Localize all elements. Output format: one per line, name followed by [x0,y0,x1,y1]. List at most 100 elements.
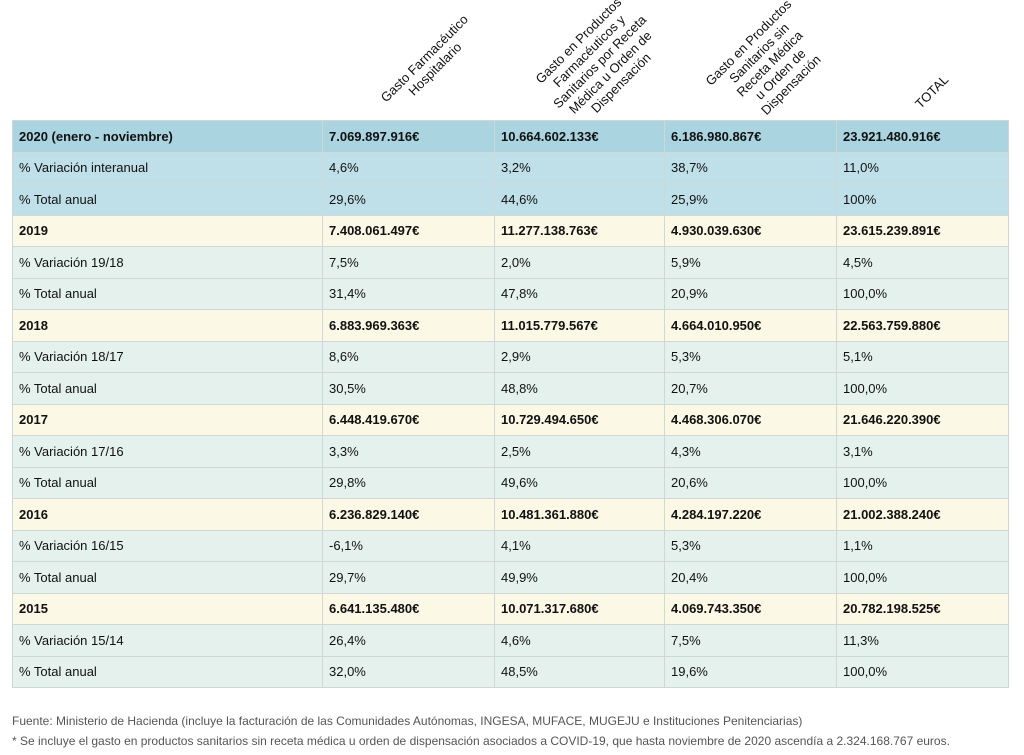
table-cell: 5,3% [664,340,837,373]
table-cell: % Variación 18/17 [12,340,323,373]
table-cell: % Total anual [12,561,323,594]
table-cell: 6.186.980.867€ [664,120,837,153]
table-cell: 31,4% [322,277,495,310]
table-row: 2019 7.408.061.497€ 11.277.138.763€ 4.930.0… [12,214,1009,247]
table-cell: 49,9% [494,561,665,594]
table-cell: 44,6% [494,183,665,216]
table-cell: 23.921.480.916€ [836,120,1009,153]
table-cell: 20.782.198.525€ [836,592,1009,625]
table-cell: 20,6% [664,466,837,499]
table-cell: 29,8% [322,466,495,499]
table-cell: 10.729.494.650€ [494,403,665,436]
table-cell: 26,4% [322,624,495,657]
table-cell: 21.646.220.390€ [836,403,1009,436]
table-cell: 7,5% [664,624,837,657]
table-cell: 4,5% [836,246,1009,279]
table-cell: 48,5% [494,655,665,688]
table-cell: 4,6% [322,151,495,184]
footnote: Fuente: Ministerio de Hacienda (incluye … [12,714,803,728]
header-line: Gasto Farmacéutico [378,12,471,105]
table-cell: 20,9% [664,277,837,310]
table-cell: 21.002.388.240€ [836,498,1009,531]
table-cell: 11,3% [836,624,1009,657]
table-row: % Total anual 29,7% 49,9% 20,4% 100,0% [12,561,1009,594]
table-row: % Variación 17/16 3,3% 2,5% 4,3% 3,1% [12,435,1009,468]
table-cell: 3,1% [836,435,1009,468]
data-table: 2020 (enero - noviembre) 7.069.897.916€ 10… [12,120,1009,688]
table-cell: 5,9% [664,246,837,279]
table-cell: 7,5% [322,246,495,279]
table-cell: 1,1% [836,529,1009,562]
table-cell: 11.015.779.567€ [494,309,665,342]
table-row: % Total anual 29,8% 49,6% 20,6% 100,0% [12,466,1009,499]
table-row: % Variación 15/14 26,4% 4,6% 7,5% 11,3% [12,624,1009,657]
table-cell: % Variación 19/18 [12,246,323,279]
table-row: 2018 6.883.969.363€ 11.015.779.567€ 4.664.0… [12,309,1009,342]
table-cell: 6.448.419.670€ [322,403,495,436]
table-cell: 100,0% [836,277,1009,310]
table-row: % Total anual 30,5% 48,8% 20,7% 100,0% [12,372,1009,405]
table-row: % Total anual 29,6% 44,6% 25,9% 100% [12,183,1009,216]
table-cell: 25,9% [664,183,837,216]
table-cell: 22.563.759.880€ [836,309,1009,342]
table-cell: 2,5% [494,435,665,468]
table-cell: 4.284.197.220€ [664,498,837,531]
table-row: % Total anual 31,4% 47,8% 20,9% 100,0% [12,277,1009,310]
table-cell: 8,6% [322,340,495,373]
table-row: 2020 (enero - noviembre) 7.069.897.916€ 10… [12,120,1009,153]
table-cell: 20,7% [664,372,837,405]
table-cell: 2020 (enero - noviembre) [12,120,323,153]
table-row: 2017 6.448.419.670€ 10.729.494.650€ 4.468.3… [12,403,1009,436]
table-cell: 3,3% [322,435,495,468]
table-cell: % Total anual [12,372,323,405]
table-cell: 10.071.317.680€ [494,592,665,625]
table-cell: 4,3% [664,435,837,468]
table-cell: 100% [836,183,1009,216]
table-cell: 6.641.135.480€ [322,592,495,625]
table-cell: 5,1% [836,340,1009,373]
table-cell: 100,0% [836,561,1009,594]
table-row: 2016 6.236.829.140€ 10.481.361.880€ 4.284.1… [12,498,1009,531]
table-cell: 6.883.969.363€ [322,309,495,342]
table-cell: 4.069.743.350€ [664,592,837,625]
table-cell: 11,0% [836,151,1009,184]
table-cell: 48,8% [494,372,665,405]
table-cell: 4.664.010.950€ [664,309,837,342]
table-cell: 4.468.306.070€ [664,403,837,436]
table-cell: 100,0% [836,372,1009,405]
table-cell: % Total anual [12,277,323,310]
table-cell: % Variación 16/15 [12,529,323,562]
table-cell: 2,0% [494,246,665,279]
table-cell: 19,6% [664,655,837,688]
table-row: % Variación interanual 4,6% 3,2% 38,7% 11,0% [12,151,1009,184]
table-cell: 47,8% [494,277,665,310]
table-cell: 100,0% [836,466,1009,499]
table-cell: 10.481.361.880€ [494,498,665,531]
table-cell: 4,6% [494,624,665,657]
table-cell: 49,6% [494,466,665,499]
table-cell: 11.277.138.763€ [494,214,665,247]
table-cell: 4,1% [494,529,665,562]
table-cell: % Total anual [12,183,323,216]
table-cell: 2,9% [494,340,665,373]
table-cell: 29,6% [322,183,495,216]
table-cell: % Variación 15/14 [12,624,323,657]
table-cell: 7.069.897.916€ [322,120,495,153]
table-cell: 10.664.602.133€ [494,120,665,153]
table-cell: 4.930.039.630€ [664,214,837,247]
table-row: 2015 6.641.135.480€ 10.071.317.680€ 4.069.7… [12,592,1009,625]
table-cell: 38,7% [664,151,837,184]
table-cell: 2019 [12,214,323,247]
table-cell: 20,4% [664,561,837,594]
table-cell: 5,3% [664,529,837,562]
header-line: TOTAL [912,72,951,111]
table-cell: % Total anual [12,655,323,688]
table-row: % Variación 16/15 -6,1% 4,1% 5,3% 1,1% [12,529,1009,562]
table-cell: % Variación interanual [12,151,323,184]
table-cell: 7.408.061.497€ [322,214,495,247]
table-cell: 30,5% [322,372,495,405]
table-cell: 2015 [12,592,323,625]
